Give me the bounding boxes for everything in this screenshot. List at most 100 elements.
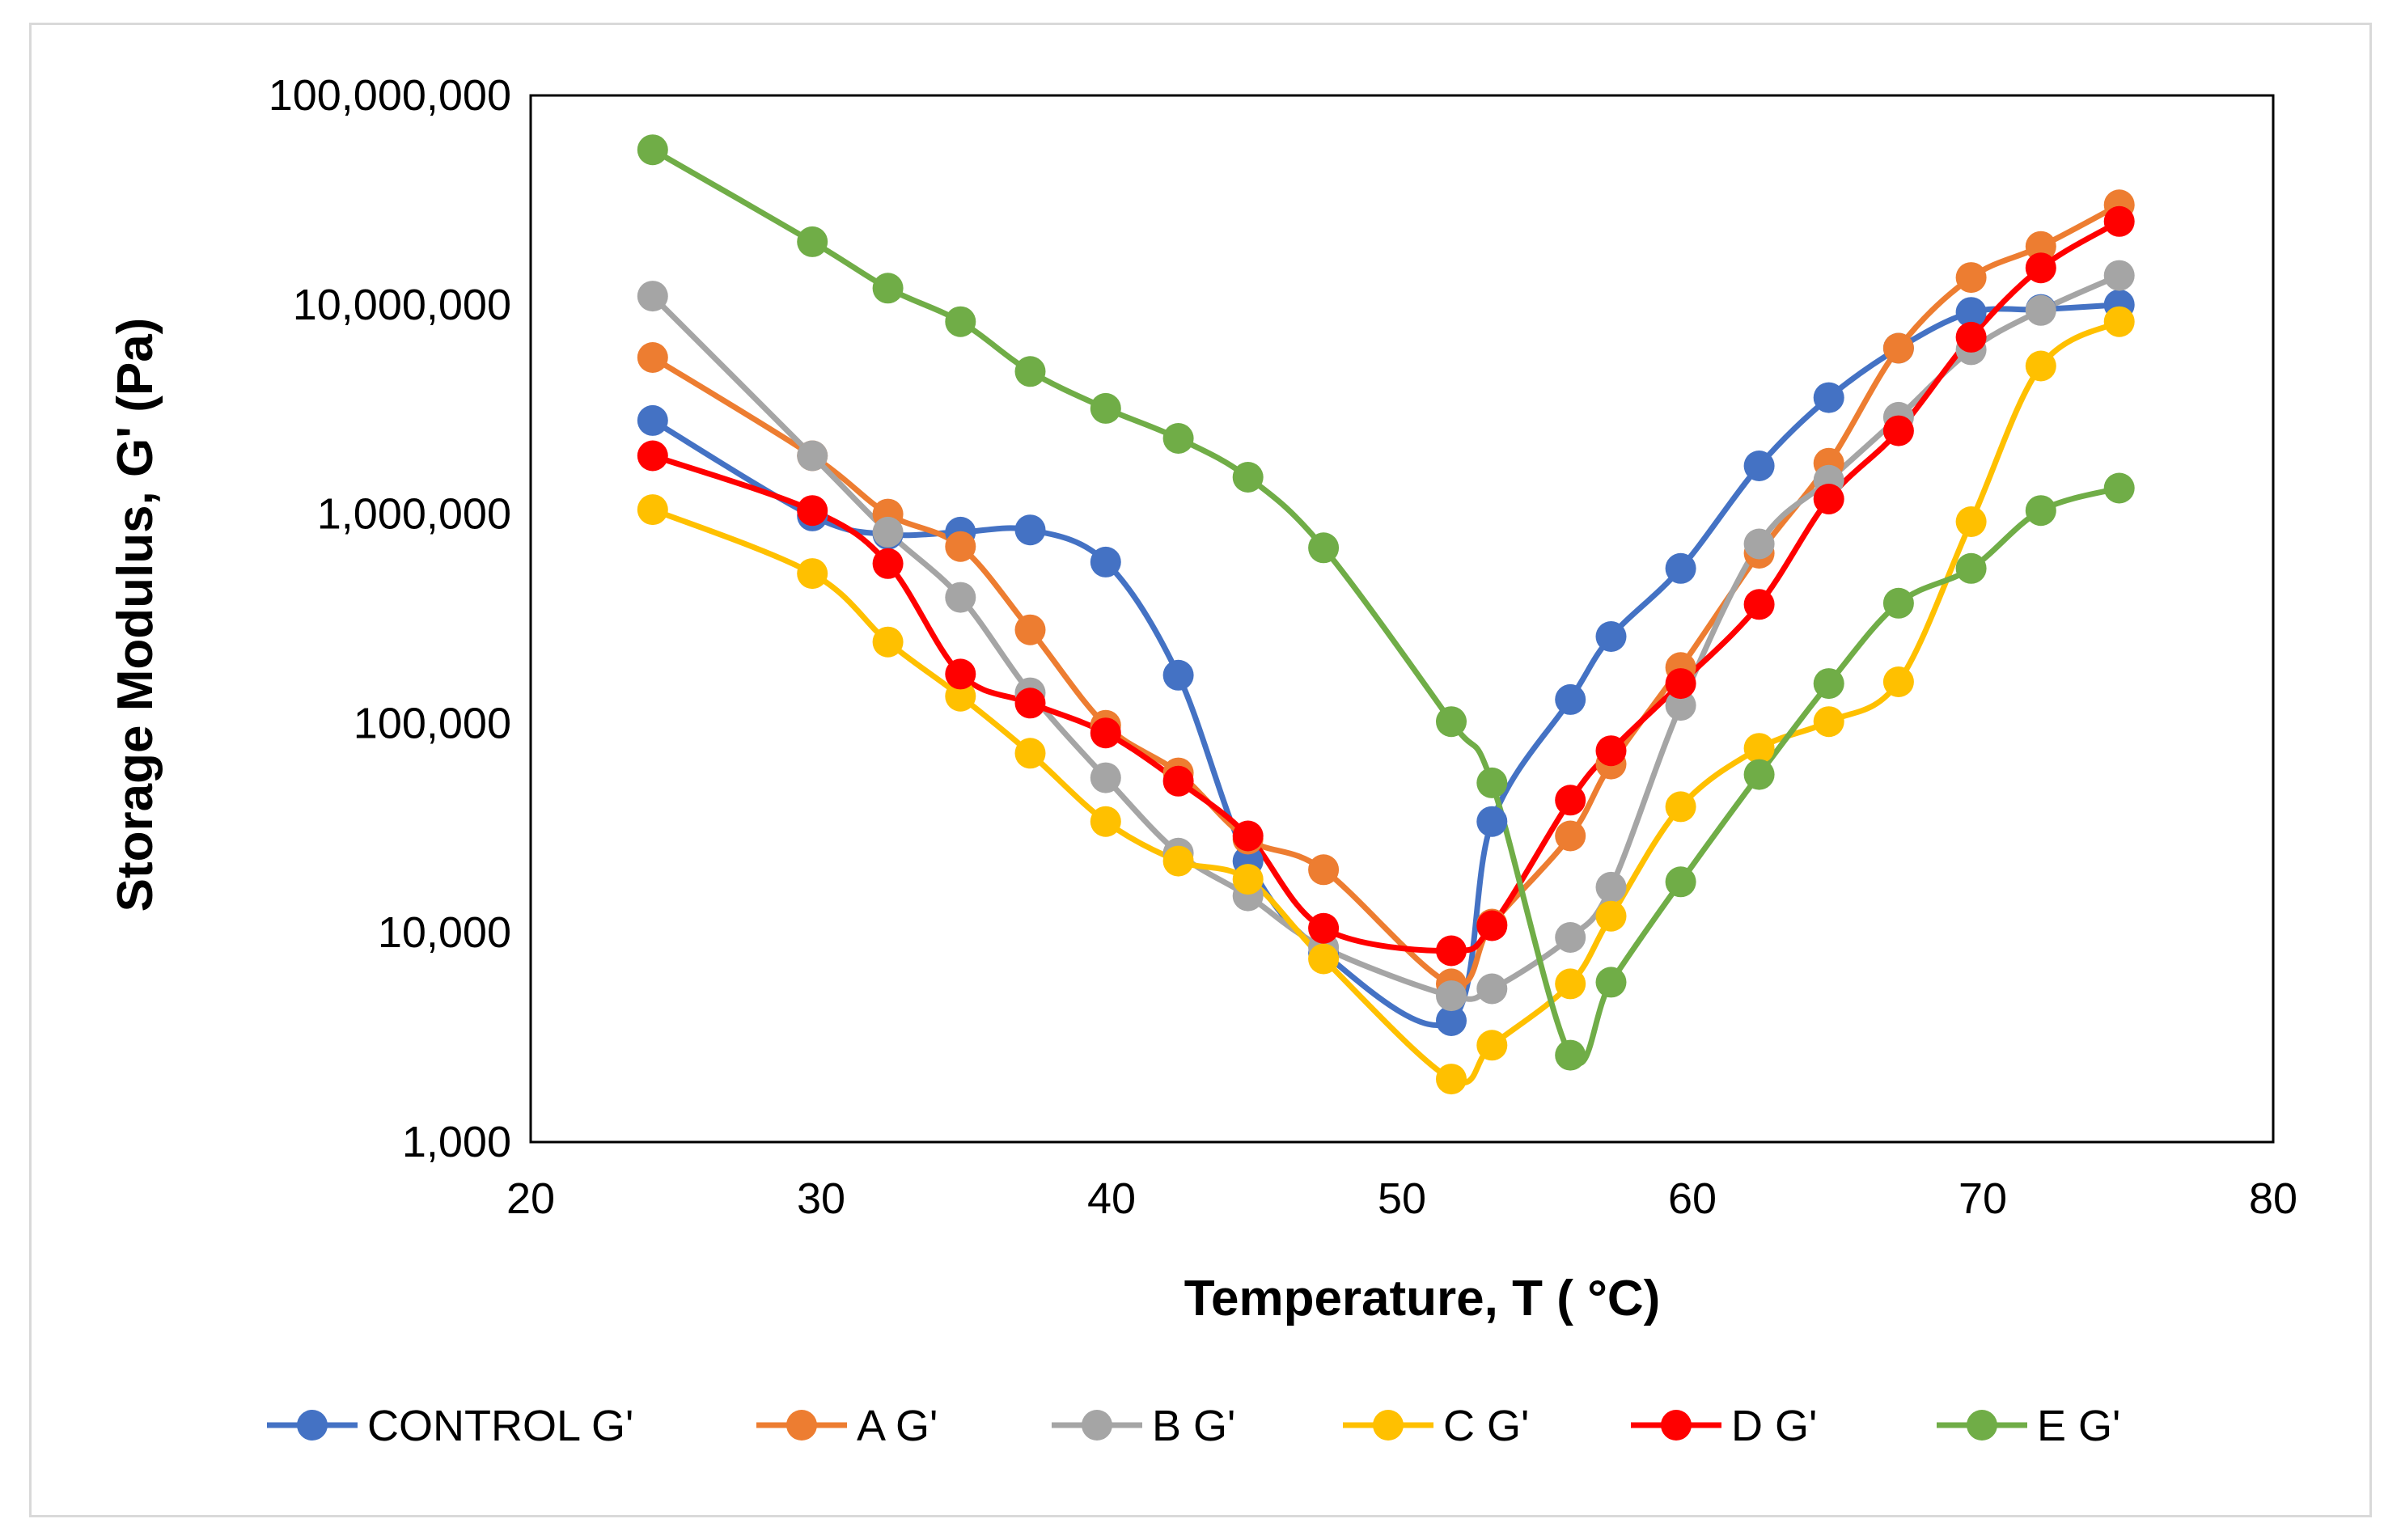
data-point xyxy=(2103,205,2135,237)
data-point xyxy=(1308,943,1340,975)
data-point xyxy=(1595,621,1627,652)
data-point xyxy=(1162,423,1194,454)
data-point xyxy=(1595,735,1627,767)
x-tick-label: 60 xyxy=(1668,1174,1717,1223)
data-point xyxy=(1436,935,1467,967)
x-tick-label: 30 xyxy=(797,1174,845,1223)
data-point xyxy=(2025,350,2056,382)
data-point xyxy=(1665,690,1696,721)
data-point xyxy=(797,226,828,257)
data-point xyxy=(637,134,668,166)
data-point xyxy=(1555,922,1586,953)
data-point xyxy=(1555,968,1586,1000)
legend-marker xyxy=(1661,1410,1692,1441)
x-tick-label: 70 xyxy=(1958,1174,2007,1223)
data-point xyxy=(1436,980,1467,1012)
data-point xyxy=(1882,666,1914,697)
data-point xyxy=(1090,392,1121,424)
y-tick-label: 1,000,000 xyxy=(317,490,511,539)
data-point xyxy=(1436,1005,1467,1036)
data-point xyxy=(1232,820,1264,852)
data-point xyxy=(1162,765,1194,797)
data-point xyxy=(1882,415,1914,446)
data-point xyxy=(1476,973,1508,1005)
data-point xyxy=(1743,528,1775,560)
data-point xyxy=(872,273,904,304)
data-point xyxy=(2103,306,2135,337)
data-point xyxy=(1308,532,1340,564)
data-point xyxy=(1476,910,1508,941)
data-point xyxy=(1882,587,1914,619)
y-axis-title: Storage Modulus, G' (Pa) xyxy=(108,318,163,912)
data-point xyxy=(945,306,976,337)
data-point xyxy=(1014,356,1046,387)
data-point xyxy=(1665,866,1696,898)
data-point xyxy=(1555,785,1586,816)
legend-label: B G' xyxy=(1152,1402,1235,1450)
data-point xyxy=(1436,1064,1467,1095)
data-point xyxy=(1090,546,1121,578)
data-point xyxy=(1955,297,1987,328)
data-point xyxy=(1308,912,1340,944)
legend-label: CONTROL G' xyxy=(367,1402,633,1450)
legend-label: C G' xyxy=(1443,1402,1529,1450)
data-point xyxy=(1308,854,1340,886)
legend-marker xyxy=(1082,1410,1112,1441)
data-point xyxy=(1014,514,1046,546)
x-axis-title: Temperature, T ( °C) xyxy=(1184,1271,1661,1326)
data-point xyxy=(637,404,668,436)
data-point xyxy=(797,558,828,590)
data-point xyxy=(1743,759,1775,790)
data-point xyxy=(637,440,668,472)
x-axis-ticks: 20 30 40 50 60 70 80 xyxy=(506,1174,2297,1223)
data-point xyxy=(1014,738,1046,769)
legend-marker xyxy=(786,1410,817,1441)
data-point xyxy=(797,440,828,472)
data-point xyxy=(872,548,904,579)
data-point xyxy=(1665,552,1696,584)
data-point xyxy=(2025,495,2056,527)
data-point xyxy=(1162,659,1194,691)
data-point xyxy=(1232,462,1264,493)
data-point xyxy=(1090,762,1121,793)
data-point xyxy=(1476,1030,1508,1061)
data-point xyxy=(1476,767,1508,798)
data-point xyxy=(1162,845,1194,877)
legend-label: D G' xyxy=(1731,1402,1817,1450)
legend: CONTROL G' A G' B G' C G' D G' E G' xyxy=(267,1402,2120,1450)
data-point xyxy=(797,495,828,527)
data-point xyxy=(1743,589,1775,620)
data-point xyxy=(872,626,904,658)
data-point xyxy=(1743,733,1775,764)
data-point xyxy=(637,494,668,526)
data-point xyxy=(1595,900,1627,932)
data-point xyxy=(1555,820,1586,852)
data-point xyxy=(1665,791,1696,823)
data-point xyxy=(1665,668,1696,700)
legend-marker xyxy=(297,1410,328,1441)
x-tick-label: 50 xyxy=(1378,1174,1426,1223)
y-tick-label: 10,000,000 xyxy=(293,281,511,329)
data-point xyxy=(1955,506,1987,537)
x-tick-label: 20 xyxy=(506,1174,555,1223)
data-point xyxy=(2025,294,2056,326)
y-tick-label: 1,000 xyxy=(402,1118,511,1166)
y-axis-ticks: 1,000 10,000 100,000 1,000,000 10,000,000 100… xyxy=(269,71,511,1166)
x-tick-label: 80 xyxy=(2249,1174,2297,1223)
data-point xyxy=(1955,321,1987,353)
data-point xyxy=(1813,484,1844,514)
data-point xyxy=(2025,252,2056,284)
data-point xyxy=(1955,552,1987,584)
data-point xyxy=(945,658,976,690)
data-point xyxy=(1090,806,1121,837)
data-point xyxy=(1014,614,1046,645)
legend-marker xyxy=(1967,1410,1997,1441)
data-point xyxy=(1813,706,1844,738)
data-point xyxy=(2025,231,2056,262)
data-point xyxy=(1743,451,1775,481)
data-point xyxy=(945,582,976,613)
data-point xyxy=(1882,332,1914,364)
data-point xyxy=(1555,1039,1586,1071)
data-point xyxy=(1955,262,1987,294)
